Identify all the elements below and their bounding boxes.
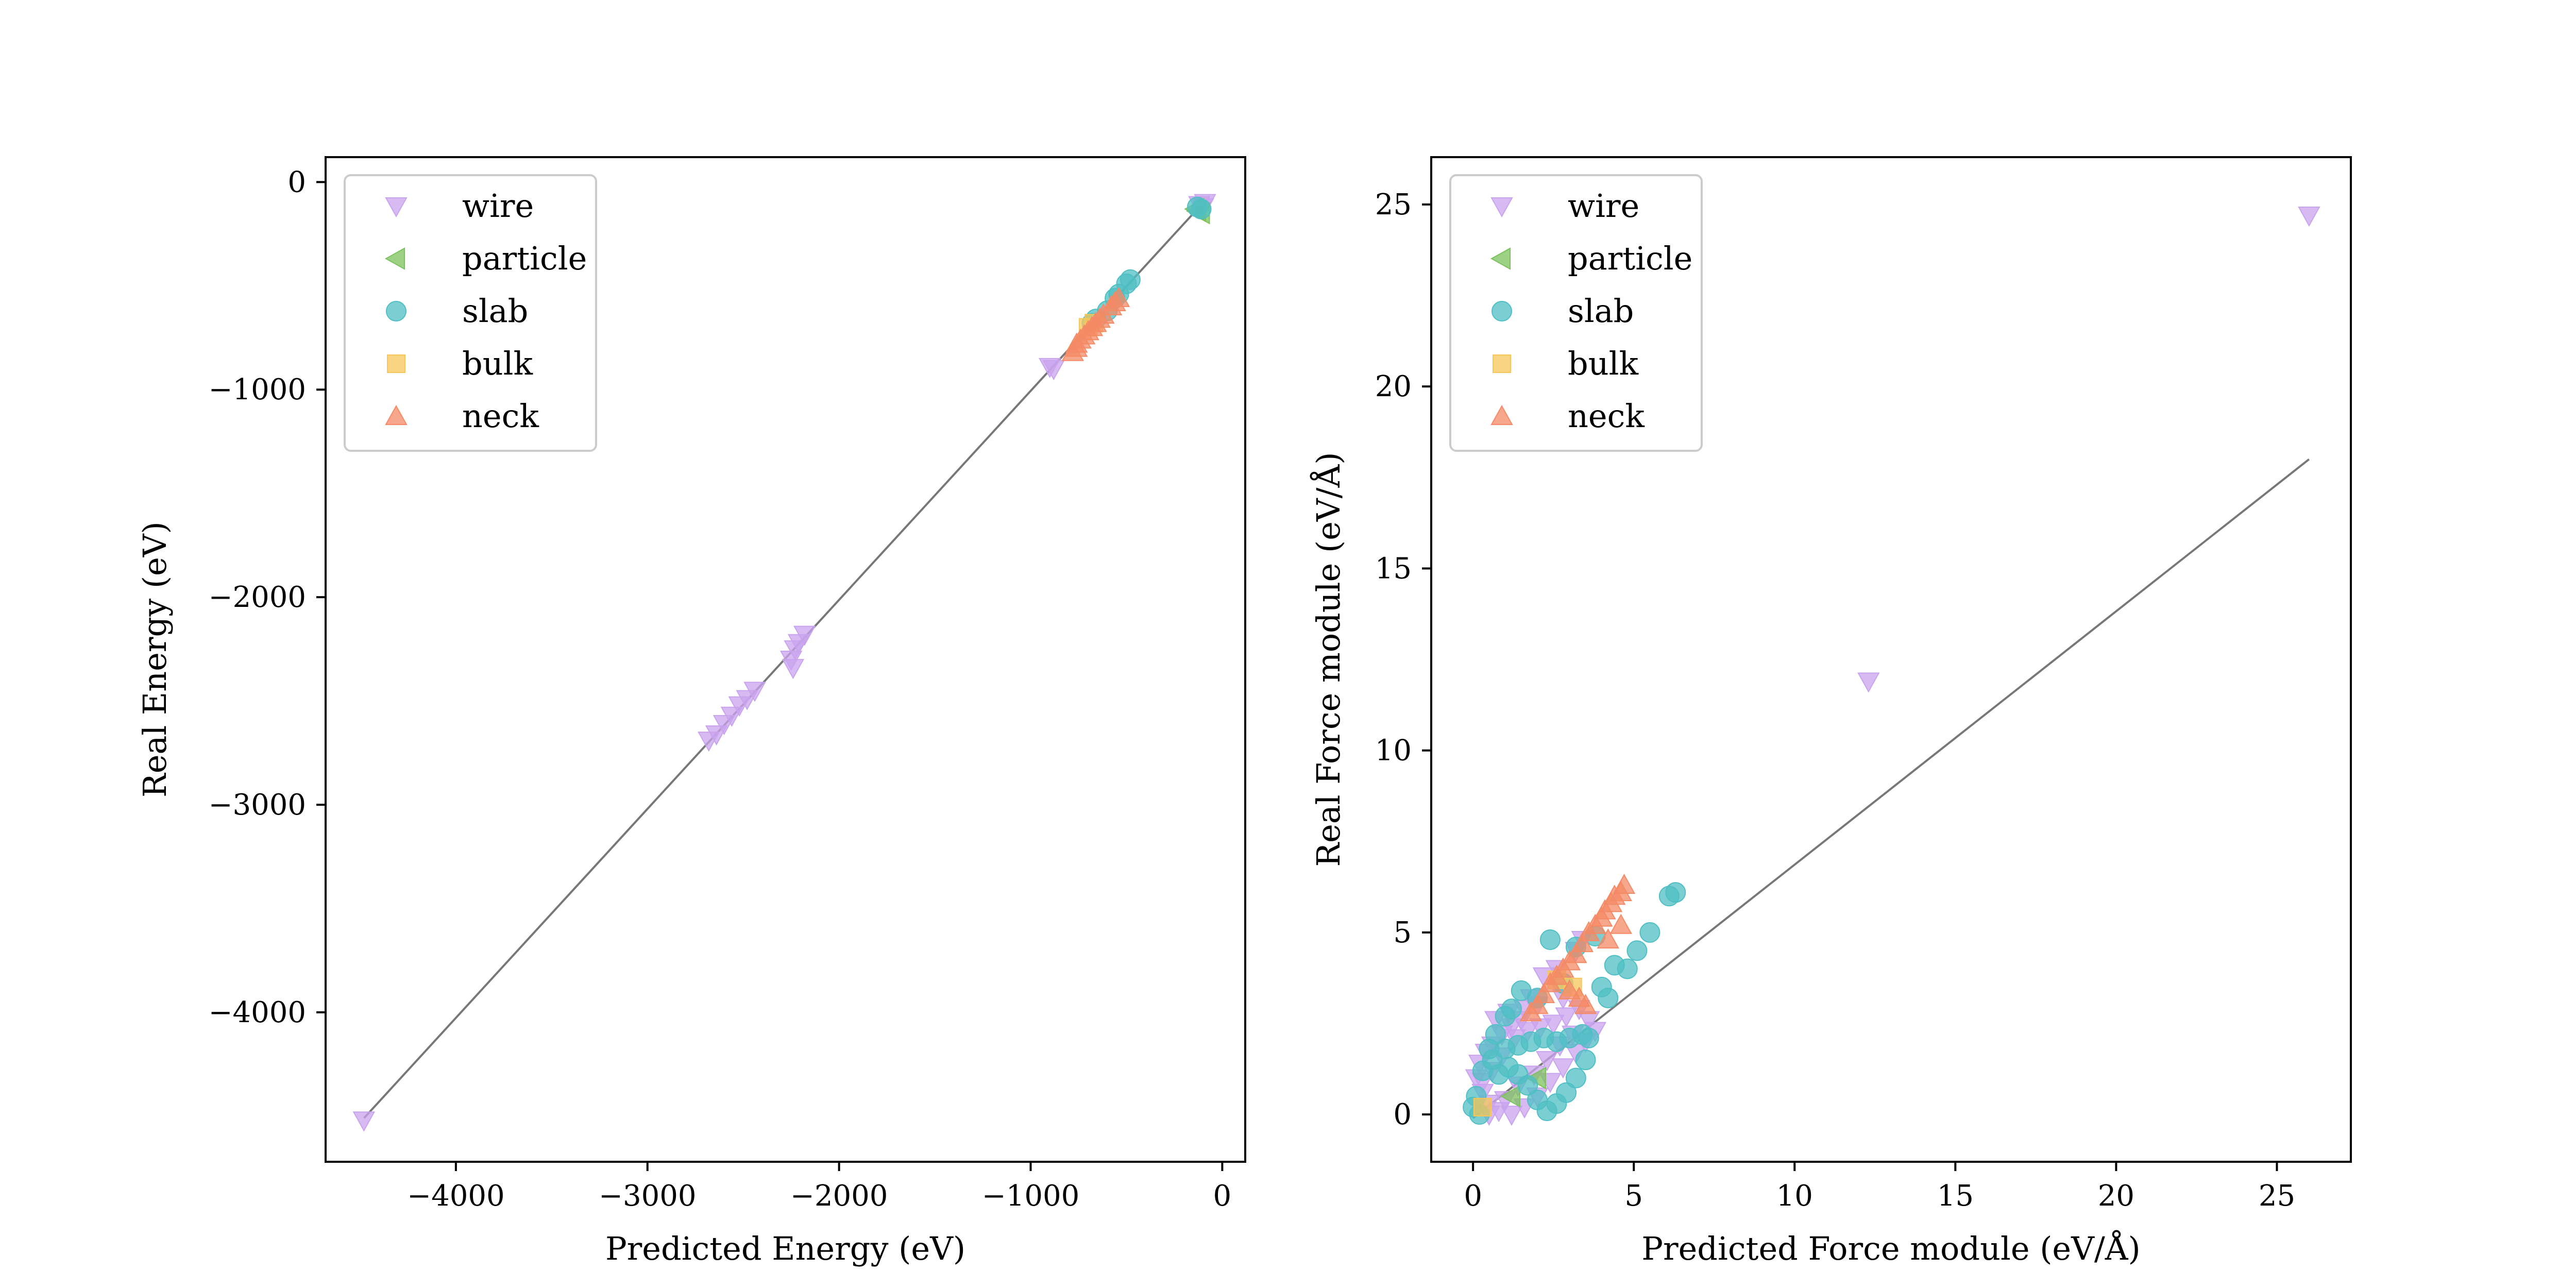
data-point-wire — [1857, 672, 1880, 693]
x-tick-label: 20 — [2098, 1179, 2134, 1213]
legend-label-bulk: bulk — [1568, 345, 1638, 382]
legend-label-particle: particle — [462, 240, 587, 277]
series-neck — [1061, 286, 1130, 361]
y-tick-label: −3000 — [209, 788, 306, 822]
y-tick-label: −2000 — [209, 581, 306, 614]
legend-label-neck: neck — [1568, 397, 1645, 435]
y-tick-label: −4000 — [209, 996, 306, 1029]
legend-label-wire: wire — [1568, 187, 1639, 225]
data-point-neck — [1609, 913, 1632, 934]
data-point-slab — [1191, 198, 1212, 219]
data-point-slab — [1578, 1027, 1599, 1048]
legend-marker-neck — [1490, 404, 1513, 425]
legend-label-neck: neck — [462, 397, 539, 435]
y-axis-label: Real Force module (eV/Å) — [1310, 452, 1347, 867]
data-point-neck — [1574, 994, 1597, 1014]
parity-line — [1472, 458, 2310, 1119]
y-tick-label: −1000 — [209, 373, 306, 406]
legend-box — [1449, 174, 1703, 452]
legend-marker-wire — [385, 197, 408, 218]
data-point-slab — [1639, 922, 1660, 943]
x-tick-label: 15 — [1937, 1179, 1974, 1213]
y-tick-label: 0 — [1393, 1098, 1412, 1131]
series-wire — [352, 194, 1216, 1132]
y-tick-label: 0 — [287, 165, 306, 199]
series-particle — [1500, 1066, 1546, 1108]
plot-frame — [1430, 156, 2352, 1163]
legend-marker-wire — [1490, 197, 1513, 218]
x-tick-label: −4000 — [407, 1179, 504, 1213]
x-tick-label: 0 — [1464, 1179, 1482, 1213]
legend-marker-bulk — [1493, 354, 1511, 373]
x-tick-label: 5 — [1624, 1179, 1643, 1213]
legend-label-wire: wire — [462, 187, 534, 225]
series-neck — [1519, 873, 1636, 1022]
legend-label-particle: particle — [1568, 240, 1692, 277]
data-point-slab — [1658, 886, 1680, 907]
legend-marker-slab — [1492, 301, 1512, 321]
y-tick-label: 15 — [1375, 552, 1412, 585]
data-point-wire — [743, 682, 766, 702]
legend-marker-particle — [1490, 247, 1511, 270]
y-tick-label: 20 — [1375, 370, 1412, 403]
x-axis-label: Predicted Energy (eV) — [605, 1230, 965, 1267]
legend-label-slab: slab — [462, 292, 528, 330]
legend-marker-slab — [386, 301, 406, 321]
data-point-slab — [1604, 955, 1625, 976]
legend-marker-bulk — [387, 354, 405, 373]
force-parity-chart: 0 5 10 15 20 25 0 5 10 15 20 25 Predicted Force modu… — [1310, 156, 2352, 1267]
plot-frame — [325, 156, 1246, 1163]
data-point-neck — [1558, 979, 1581, 999]
x-tick-label: −3000 — [599, 1179, 696, 1213]
legend: wire particle slab bulk neck — [1449, 174, 1703, 452]
legend-label-slab: slab — [1568, 292, 1634, 330]
energy-parity-chart: −4000 −3000 −2000 −1000 0 −4000 −3000 −2000 −100… — [136, 156, 1246, 1267]
data-point-wire — [1535, 1051, 1558, 1072]
data-point-slab — [1626, 940, 1648, 961]
data-point-slab — [1511, 980, 1532, 1001]
x-axis-label: Predicted Force module (eV/Å) — [1641, 1230, 2140, 1267]
x-tick-label: −2000 — [790, 1179, 888, 1213]
data-point-wire — [1042, 360, 1065, 381]
data-point-slab — [1539, 929, 1561, 951]
data-point-wire — [2298, 207, 2320, 227]
data-point-particle — [1500, 1085, 1521, 1108]
data-point-wire — [793, 625, 816, 646]
x-tick-label: 10 — [1776, 1179, 1813, 1213]
legend: wire particle slab bulk neck — [344, 174, 597, 452]
data-point-bulk — [1473, 1098, 1492, 1117]
x-tick-label: 25 — [2259, 1179, 2295, 1213]
data-point-slab — [1488, 1064, 1510, 1085]
legend-label-bulk: bulk — [462, 345, 533, 382]
data-point-wire — [782, 659, 805, 680]
data-point-wire — [1552, 1058, 1574, 1079]
y-axis-label: Real Energy (eV) — [136, 521, 174, 798]
data-point-slab — [1565, 1067, 1586, 1089]
data-point-slab — [1598, 988, 1619, 1009]
x-tick-label: −1000 — [982, 1179, 1079, 1213]
y-tick-label: 25 — [1375, 188, 1412, 222]
data-point-wire — [352, 1111, 376, 1132]
legend-marker-particle — [384, 247, 405, 270]
data-point-neck — [1597, 928, 1619, 949]
data-point-neck — [1065, 336, 1088, 357]
data-point-neck — [1519, 1001, 1543, 1022]
legend-marker-neck — [385, 404, 408, 425]
data-point-slab — [1575, 1049, 1596, 1071]
data-point-slab — [1527, 1089, 1548, 1110]
x-tick-label: 0 — [1213, 1179, 1232, 1213]
y-tick-label: 10 — [1375, 734, 1412, 768]
legend-box — [344, 174, 597, 452]
data-point-neck — [1107, 286, 1130, 307]
data-point-wire — [1500, 1106, 1523, 1126]
data-point-slab — [1495, 1006, 1516, 1027]
y-tick-label: 5 — [1393, 916, 1412, 950]
